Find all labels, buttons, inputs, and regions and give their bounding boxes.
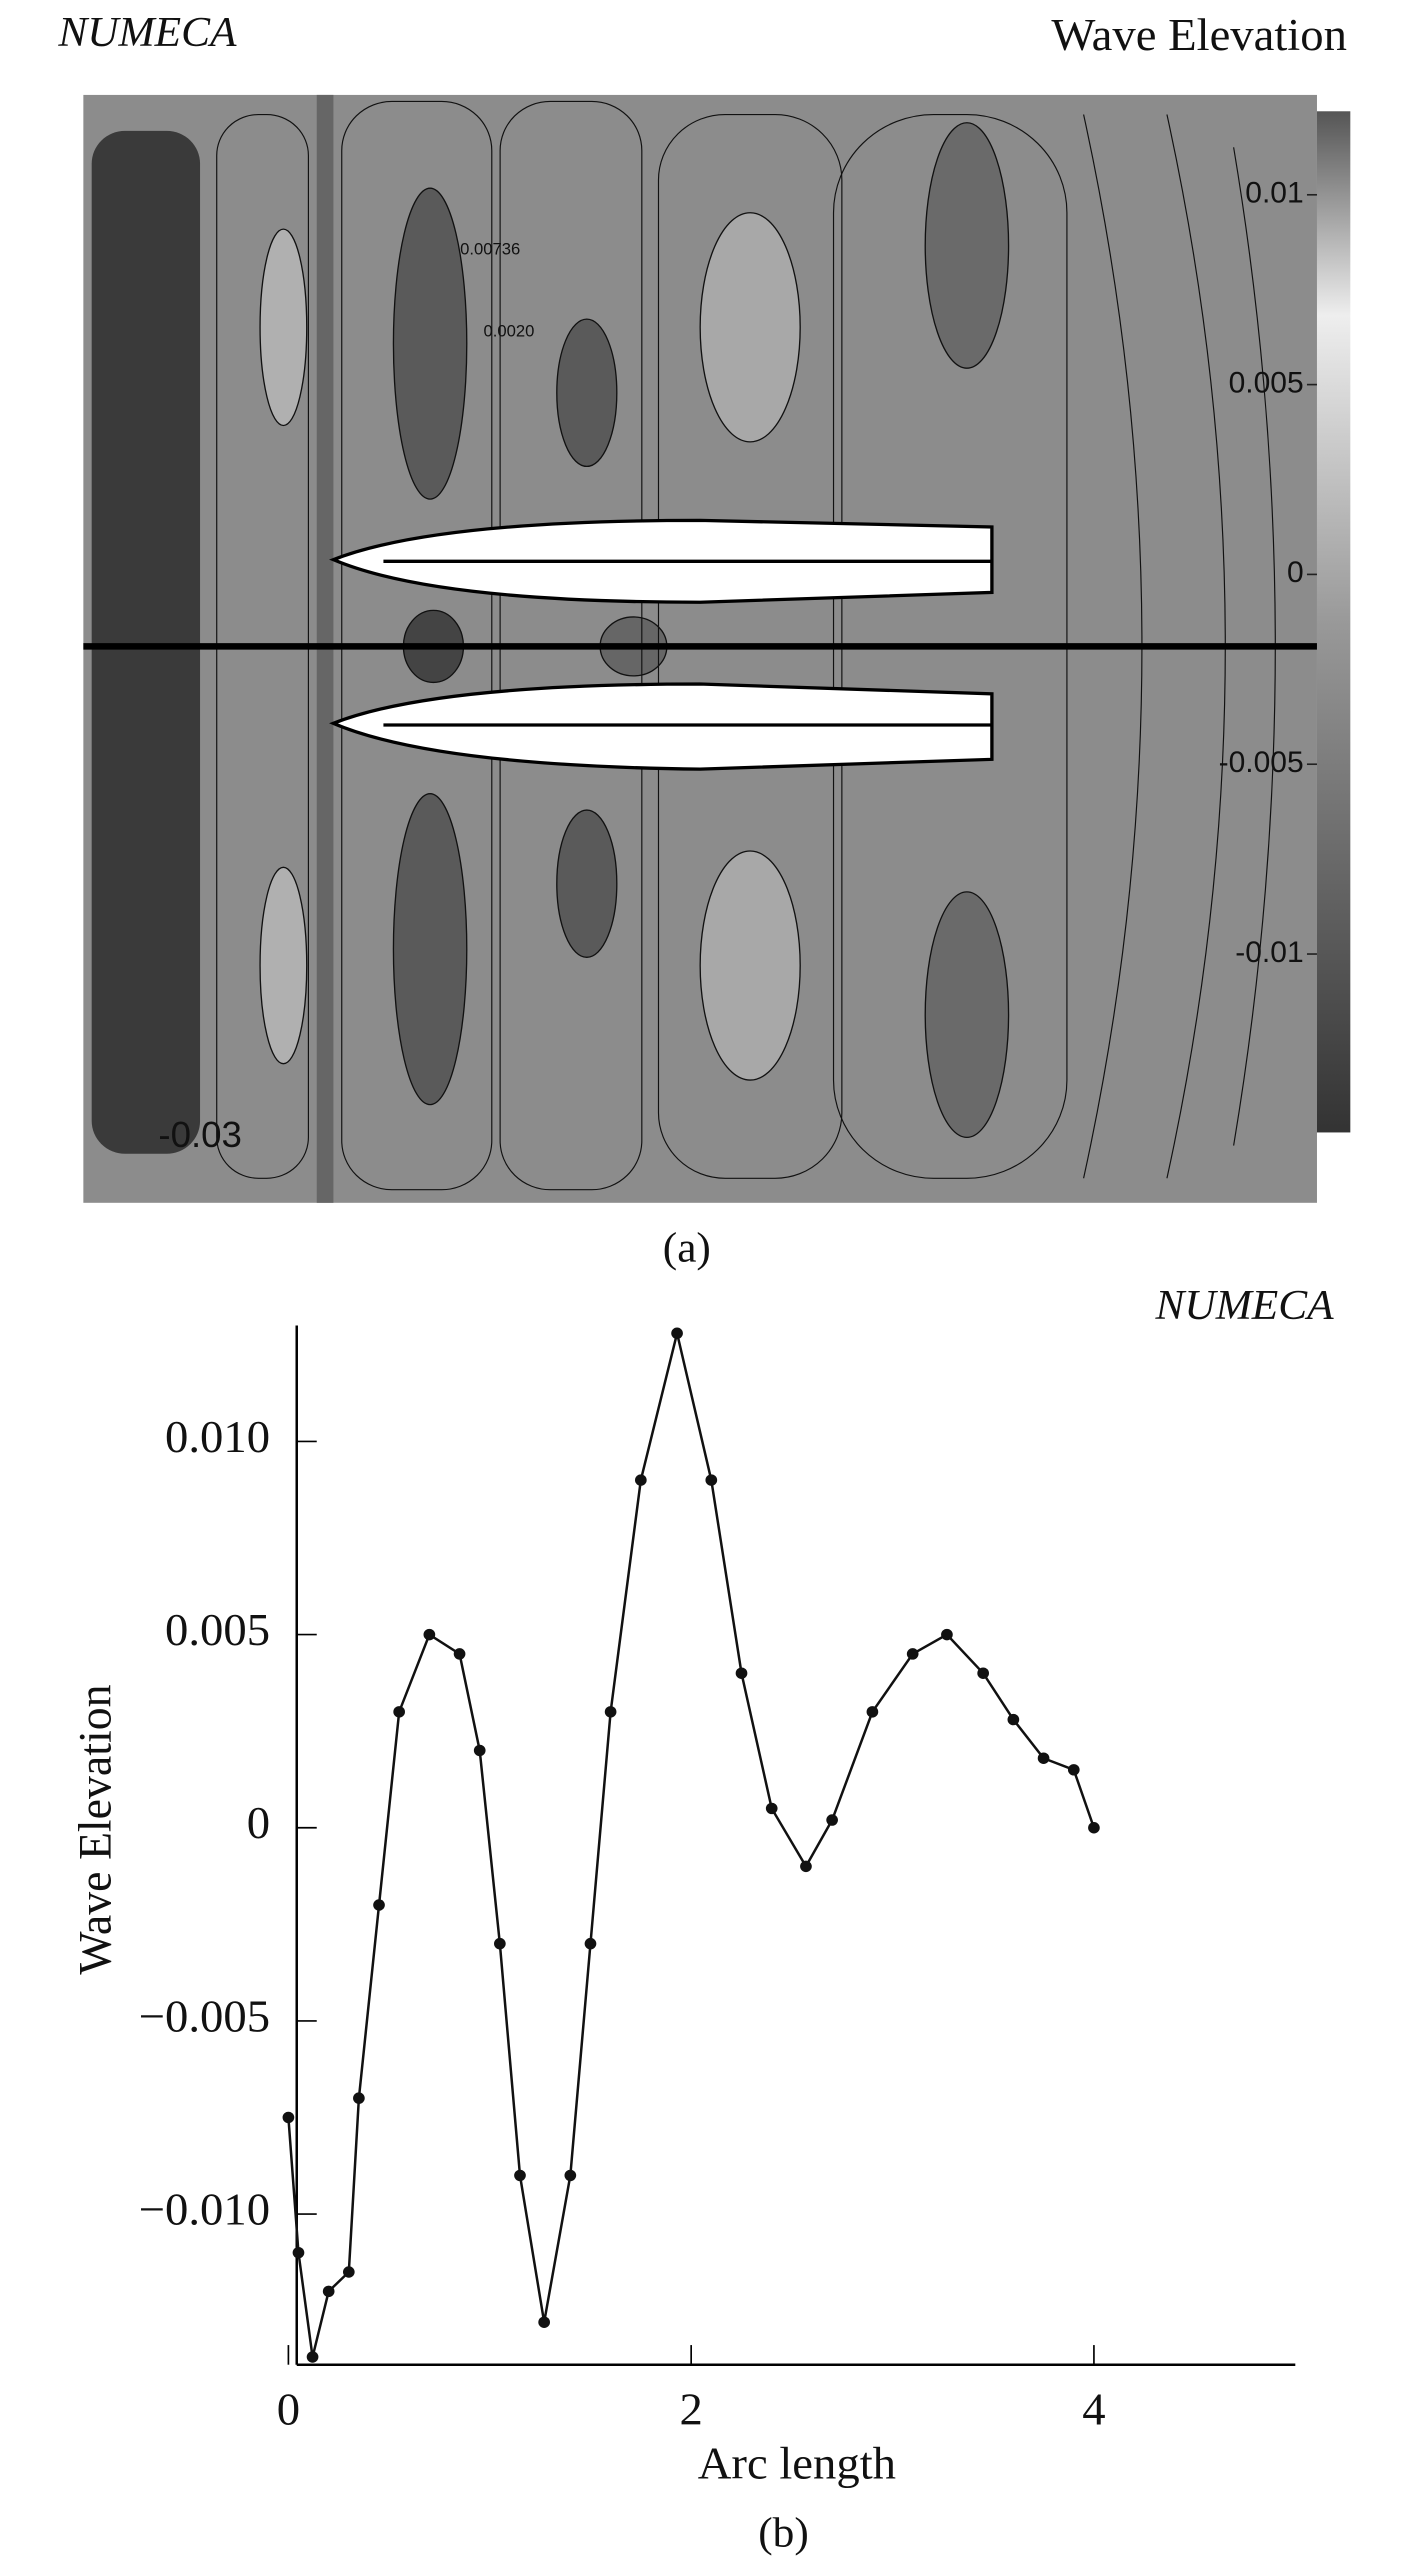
y-axis-label: Wave Elevation [70,1684,121,1974]
data-point [604,1706,617,1718]
annotation: 0.0020 [483,323,534,341]
data-point [473,1744,486,1757]
caption: (a) [663,1225,711,1272]
data-point [282,2111,295,2124]
data-point [373,1899,385,1911]
chart-title: Wave Elevation [1051,10,1347,61]
data-point [514,2169,526,2182]
data-point [1007,1713,1020,1726]
colorbar-tick-label: -0.005 [1219,746,1304,779]
data-point [735,1667,748,1679]
y-tick-label: −0.010 [139,2185,270,2236]
data-point [584,1937,597,1950]
watermark: NUMECA [1154,1282,1334,1329]
colorbar-tick-label: 0.01 [1245,177,1303,210]
annotation: -0.03 [158,1114,242,1155]
data-point [705,1474,718,1486]
data-point [494,1937,506,1950]
data-point [292,2246,305,2259]
y-tick-label: 0.010 [165,1412,270,1463]
colorbar-tick-label: 0.005 [1229,367,1304,400]
data-point [393,1706,405,1718]
colorbar-tick-label: -0.01 [1235,936,1303,969]
data-point [564,2169,577,2182]
data-point [1088,1822,1100,1834]
data-line [287,1332,1096,2358]
x-tick-label: 0 [277,2385,300,2436]
data-point [800,1860,812,1873]
annotation: 0.00736 [460,241,520,259]
caption: (b) [758,2510,809,2557]
data-point [1037,1752,1050,1764]
y-tick-label: 0 [247,1799,270,1850]
x-tick-label: 4 [1082,2385,1105,2436]
data-point [538,2316,550,2328]
y-tick-label: −0.005 [139,1992,270,2043]
data-point [453,1648,466,1660]
colorbar-tick-label: 0 [1287,556,1304,589]
colorbar [1316,111,1351,1133]
data-point [423,1628,436,1641]
data-point [634,1474,647,1486]
data-point [1067,1764,1080,1776]
data-point [906,1648,919,1660]
data-point [941,1628,953,1641]
data-point [322,2285,335,2298]
data-point [826,1814,838,1826]
y-tick-label: 0.005 [165,1605,270,1656]
x-axis-label: Arc length [698,2439,896,2490]
data-point [866,1706,879,1718]
data-point [671,1327,683,1340]
x-tick-label: 2 [679,2385,702,2436]
data-point [977,1667,989,1679]
data-point [306,2351,319,2363]
contour-plot [83,94,1351,1203]
contour-region [91,130,201,1154]
data-point [342,2266,355,2278]
watermark: NUMECA [57,9,237,56]
data-point [765,1802,778,1815]
data-point [353,2092,365,2104]
